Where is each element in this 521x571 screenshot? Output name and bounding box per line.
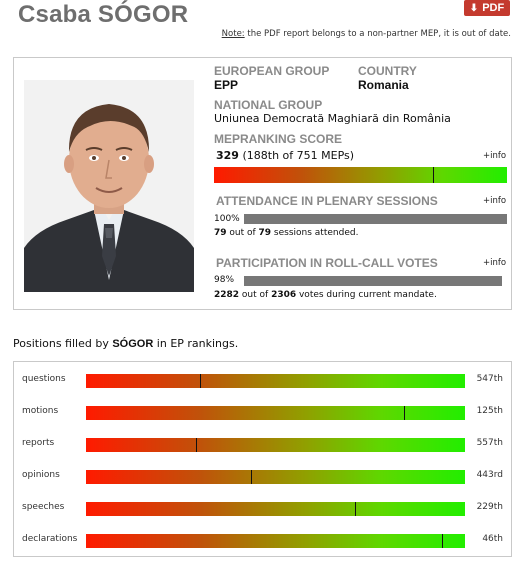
ranking-marker xyxy=(200,374,201,388)
ranking-marker xyxy=(442,534,443,548)
attendance-label: ATTENDANCE IN PLENARY SESSIONS xyxy=(216,194,438,208)
ranking-bar xyxy=(86,374,465,388)
mep-photo xyxy=(24,80,194,292)
positions-title: Positions filled by SÓGOR in EP rankings… xyxy=(13,337,238,350)
rollcall-total: 2306 xyxy=(271,290,297,300)
rollcall-suffix: votes during current mandate. xyxy=(296,290,437,300)
ranking-marker xyxy=(404,406,405,420)
attendance-percent: 100% xyxy=(214,214,240,224)
ranking-position: 125th xyxy=(476,406,503,416)
positions-title-name: SÓGOR xyxy=(112,338,154,350)
attendance-suffix: sessions attended. xyxy=(271,228,359,238)
ranking-row-questions: questions 547th xyxy=(14,371,511,389)
ranking-label: declarations xyxy=(22,534,78,544)
rollcall-mid: out of xyxy=(239,290,272,300)
mep-profile-card: EUROPEAN GROUP EPP COUNTRY Romania NATIO… xyxy=(13,57,512,310)
european-group-value: EPP xyxy=(214,78,239,92)
ranking-label: speeches xyxy=(22,502,65,512)
ranking-row-motions: motions 125th xyxy=(14,403,511,421)
country-value: Romania xyxy=(358,78,409,92)
download-arrow-icon: ⬇ xyxy=(469,2,479,14)
rollcall-label: PARTICIPATION IN ROLL-CALL VOTES xyxy=(216,256,438,270)
ranking-position: 443rd xyxy=(476,470,503,480)
score-info-link[interactable]: +info xyxy=(483,151,507,161)
rollcall-votes: 2282 xyxy=(214,290,240,300)
ranking-position: 46th xyxy=(482,534,503,544)
rollcall-percent: 98% xyxy=(214,275,235,285)
attendance-mid: out of xyxy=(226,228,259,238)
country-label: COUNTRY xyxy=(358,64,417,78)
attendance-attended: 79 xyxy=(214,228,227,238)
ranking-position: 229th xyxy=(476,502,503,512)
ranking-label: opinions xyxy=(22,470,60,480)
national-group-label: NATIONAL GROUP xyxy=(214,98,323,112)
score-label: MEPRANKING SCORE xyxy=(214,132,343,146)
rankings-panel: questions 547th motions 125th reports 557th op… xyxy=(13,361,512,557)
mep-name: Csaba SÓGOR xyxy=(18,1,189,28)
ranking-label: questions xyxy=(22,374,66,384)
ranking-bar xyxy=(86,534,465,548)
ranking-bar xyxy=(86,406,465,420)
ranking-row-speeches: speeches 229th xyxy=(14,499,511,517)
attendance-total: 79 xyxy=(258,228,272,238)
positions-title-prefix: Positions filled by xyxy=(13,337,113,350)
ranking-marker xyxy=(196,438,197,452)
ranking-marker xyxy=(355,502,356,516)
attendance-info-link[interactable]: +info xyxy=(483,196,507,206)
attendance-bar xyxy=(244,214,507,224)
ranking-row-declarations: declarations 46th xyxy=(14,531,511,549)
ranking-bar xyxy=(86,470,465,484)
score-detail: (188th of 751 MEPs) xyxy=(238,149,355,162)
score-marker xyxy=(433,167,434,183)
note-label: Note: xyxy=(221,29,245,39)
ranking-position: 557th xyxy=(476,438,503,448)
note-text: the PDF report belongs to a non-partner … xyxy=(244,29,511,39)
pdf-download-button[interactable]: ⬇ PDF xyxy=(464,0,510,16)
european-group-label: EUROPEAN GROUP xyxy=(214,64,330,78)
ranking-label: reports xyxy=(22,438,55,448)
positions-title-suffix: in EP rankings. xyxy=(153,337,239,350)
ranking-bar xyxy=(86,438,465,452)
rollcall-detail: 2282 out of 2306 votes during current ma… xyxy=(214,290,437,300)
pdf-note: Note: the PDF report belongs to a non-pa… xyxy=(222,29,511,39)
national-group-value: Uniunea Democrată Maghiară din România xyxy=(214,112,451,125)
ranking-position: 547th xyxy=(476,374,503,384)
ranking-label: motions xyxy=(22,406,59,416)
rollcall-bar xyxy=(244,276,502,286)
ranking-row-opinions: opinions 443rd xyxy=(14,467,511,485)
score-value: 329 xyxy=(216,149,239,162)
ranking-marker xyxy=(251,470,252,484)
ranking-row-reports: reports 557th xyxy=(14,435,511,453)
pdf-button-label: PDF xyxy=(482,2,505,14)
score-text: 329 (188th of 751 MEPs) xyxy=(216,149,354,162)
attendance-detail: 79 out of 79 sessions attended. xyxy=(214,228,358,238)
rollcall-info-link[interactable]: +info xyxy=(483,258,507,268)
ranking-bar xyxy=(86,502,465,516)
score-bar xyxy=(214,167,507,183)
